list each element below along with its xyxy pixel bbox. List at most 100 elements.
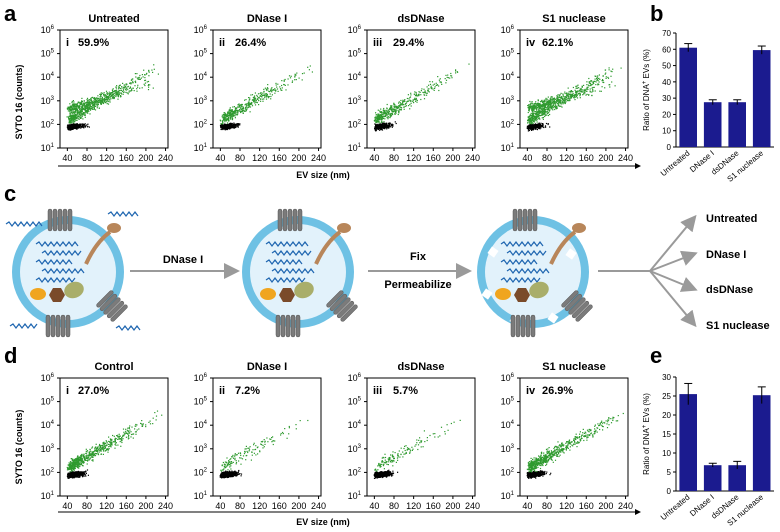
scatter-title: DNase I (247, 361, 287, 373)
scatter-frame (366, 377, 476, 497)
y-tick-label: 104 (41, 420, 55, 430)
negative-events (526, 470, 552, 479)
extracellular-vesicle-1 (5, 208, 141, 338)
x-tick-label: 200 (445, 501, 460, 511)
scatter-title: S1 nuclease (542, 361, 606, 373)
bar-y-tick-label: 30 (662, 94, 671, 103)
dna-strand-icon (265, 241, 309, 247)
receptor-icon (277, 208, 303, 232)
y-tick-label: 103 (348, 444, 362, 454)
scatter-title: S1 nuclease (542, 13, 606, 25)
x-tick-label: 120 (406, 501, 421, 511)
x-tick-label: 40 (522, 501, 532, 511)
receptor-icon (45, 314, 71, 338)
outcome-dnase: DNase I (706, 249, 746, 261)
x-tick-label: 200 (138, 501, 153, 511)
y-tick-label: 102 (348, 119, 362, 129)
dna-strand-icon (9, 323, 38, 329)
receptor-icon (510, 314, 536, 338)
y-tick-label: 102 (501, 119, 515, 129)
positive-events (527, 67, 622, 125)
membrane-pore (547, 312, 559, 324)
dna-strand-icon (265, 277, 306, 283)
x-tick-label: 160 (579, 501, 594, 511)
y-tick-label: 102 (501, 467, 515, 477)
x-tick-label: 80 (389, 153, 399, 163)
y-tick-label: 105 (501, 49, 515, 59)
y-tick-label: 105 (194, 49, 208, 59)
bar-1 (703, 102, 722, 147)
scatter-frame (366, 29, 476, 149)
x-tick-label: 80 (82, 153, 92, 163)
protein-hexagon-icon (514, 288, 530, 302)
y-tick-label: 106 (348, 25, 362, 35)
positive-events (66, 64, 159, 124)
gate-roman: iv (526, 385, 536, 397)
x-tick-label: 120 (99, 153, 114, 163)
negative-events (66, 469, 89, 479)
arrow-out-3 (649, 270, 698, 292)
x-tick-label: 120 (252, 153, 267, 163)
x-tick-label: 200 (291, 501, 306, 511)
gate-roman: iii (373, 37, 382, 49)
x-tick-label: 200 (291, 153, 306, 163)
dna-strand-icon (115, 325, 141, 331)
x-tick-label: 120 (559, 153, 574, 163)
protein-olive-icon (294, 281, 314, 299)
x-tick-label: 160 (272, 153, 287, 163)
protein-hexagon-icon (279, 288, 295, 302)
row-d-ylabel: SYTO 16 (counts) (14, 410, 24, 485)
extracellular-vesicle-3 (477, 208, 593, 338)
dna-strand-icon (271, 268, 315, 274)
gate-roman: iii (373, 385, 382, 397)
dna-strand-icon (35, 277, 76, 283)
x-tick-label: 80 (542, 501, 552, 511)
negative-events (219, 469, 243, 479)
bar-y-tick-label: 20 (662, 110, 671, 119)
dna-strand-icon (107, 211, 139, 217)
scatter-title: dsDNase (397, 361, 444, 373)
positive-events (220, 419, 309, 472)
bar-y-tick-label: 0 (667, 143, 672, 152)
x-tick-label: 160 (119, 153, 134, 163)
receptor-icon (96, 290, 128, 322)
x-tick-label: 240 (465, 501, 480, 511)
y-tick-label: 104 (348, 420, 362, 430)
bar-1 (703, 465, 722, 491)
dna-strand-icon (506, 268, 550, 274)
bar-2 (728, 102, 746, 147)
bar-y-tick-label: 30 (662, 373, 671, 382)
dna-strand-icon (35, 259, 73, 265)
x-tick-label: 160 (579, 153, 594, 163)
x-tick-label: 240 (618, 501, 633, 511)
x-tick-label: 120 (252, 501, 267, 511)
negative-events (373, 469, 399, 479)
scatter-row-d: Control i 27.0% 101 102 103 104 105 106 40 80 120 16… (41, 361, 633, 511)
arrow-out-4 (649, 270, 697, 328)
scatter-frame (519, 29, 629, 149)
row-a-ylabel: SYTO 16 (counts) (14, 65, 24, 140)
y-tick-label: 101 (348, 143, 362, 153)
x-tick-label: 160 (426, 501, 441, 511)
dna-strand-icon (500, 259, 538, 265)
bar-y-tick-label: 20 (662, 411, 671, 420)
x-tick-label: 240 (158, 501, 173, 511)
y-tick-label: 101 (501, 491, 515, 501)
y-tick-label: 105 (41, 397, 55, 407)
y-tick-label: 104 (194, 72, 208, 82)
y-tick-label: 102 (41, 119, 55, 129)
y-tick-label: 105 (348, 49, 362, 59)
y-tick-label: 103 (501, 96, 515, 106)
protein-tan-head-icon (107, 223, 121, 233)
y-tick-label: 101 (194, 143, 208, 153)
y-tick-label: 106 (41, 373, 55, 383)
y-tick-label: 102 (194, 119, 208, 129)
x-tick-label: 40 (522, 153, 532, 163)
y-tick-label: 103 (41, 444, 55, 454)
gate-roman: ii (219, 37, 225, 49)
bar-y-tick-label: 50 (662, 62, 671, 71)
gate-percent: 26.4% (235, 37, 266, 49)
panel-label-a: a (4, 1, 17, 26)
scatter-frame (519, 377, 629, 497)
negative-events (66, 122, 90, 131)
